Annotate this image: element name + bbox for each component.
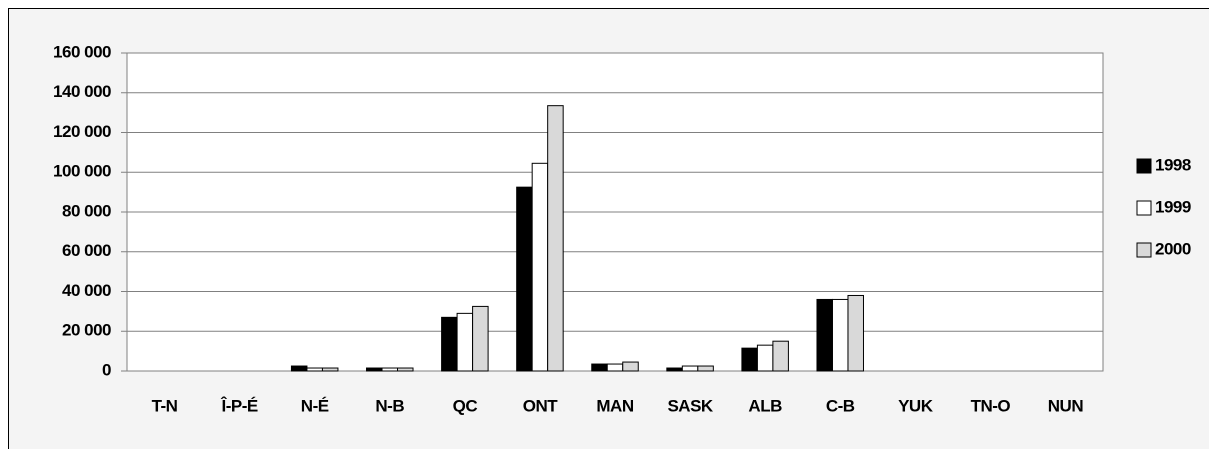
x-tick-label: T-N xyxy=(152,396,178,415)
y-tick-label: 100 000 xyxy=(53,162,111,181)
bar xyxy=(381,367,399,372)
x-tick-label: QC xyxy=(453,396,478,415)
bar xyxy=(622,361,639,372)
bar xyxy=(831,298,849,372)
bar xyxy=(547,105,564,372)
bar xyxy=(681,365,699,372)
y-tick-label: 80 000 xyxy=(62,201,111,220)
bar xyxy=(816,298,833,372)
legend-label: 1999 xyxy=(1155,197,1191,216)
x-tick-label: N-É xyxy=(301,396,329,415)
x-tick-label: ALB xyxy=(748,396,782,415)
x-tick-label: MAN xyxy=(596,396,633,415)
legend-label: 1998 xyxy=(1155,155,1191,174)
x-tick-label: YUK xyxy=(898,396,934,415)
x-tick-label: Î-P-É xyxy=(220,396,257,415)
bar xyxy=(306,367,323,372)
bar xyxy=(456,312,474,372)
bar xyxy=(290,365,308,372)
y-tick-label: 120 000 xyxy=(53,122,111,141)
bar xyxy=(697,365,714,372)
y-tick-label: 140 000 xyxy=(53,82,111,101)
y-tick-label: 40 000 xyxy=(62,281,111,300)
bar xyxy=(741,347,758,372)
bar xyxy=(756,344,774,372)
bar xyxy=(397,367,414,372)
x-tick-label: NUN xyxy=(1048,396,1084,415)
bar xyxy=(531,162,549,372)
y-tick-label: 20 000 xyxy=(62,321,111,340)
bar xyxy=(606,363,624,372)
x-tick-label: N-B xyxy=(375,396,404,415)
x-tick-label: SASK xyxy=(667,396,713,415)
bar xyxy=(772,340,789,372)
bar xyxy=(666,367,683,372)
bar xyxy=(441,316,458,372)
bar xyxy=(472,305,489,372)
bar xyxy=(847,294,864,372)
x-tick-label: ONT xyxy=(523,396,559,415)
x-tick-label: C-B xyxy=(826,396,855,415)
y-tick-label: 0 xyxy=(102,360,111,379)
bar xyxy=(366,367,383,372)
legend-swatch xyxy=(1136,158,1152,174)
y-tick-label: 60 000 xyxy=(62,241,111,260)
legend-swatch xyxy=(1136,200,1152,216)
legend-swatch xyxy=(1136,242,1152,258)
y-tick-label: 160 000 xyxy=(53,42,111,61)
bar xyxy=(516,186,533,372)
bar xyxy=(321,367,339,372)
legend-label: 2000 xyxy=(1155,239,1191,258)
x-tick-label: TN-O xyxy=(971,396,1011,415)
bar xyxy=(591,363,608,372)
